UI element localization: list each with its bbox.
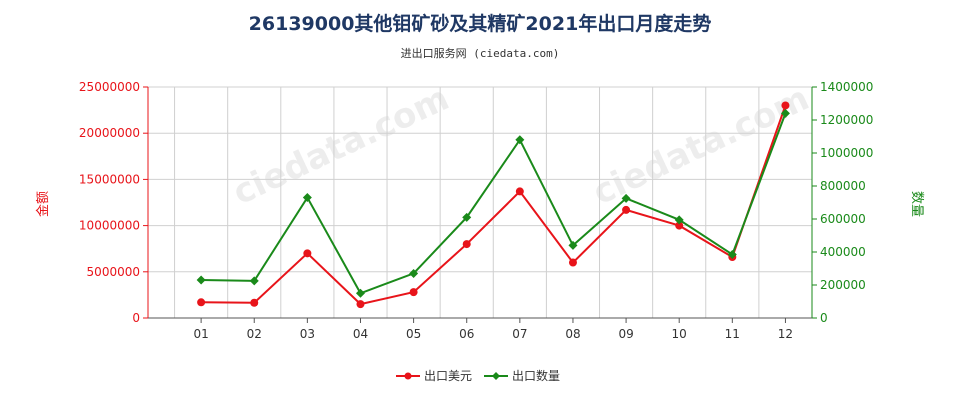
x-tick-label: 06 [459,327,474,341]
data-point [302,193,312,203]
data-point [355,288,365,298]
legend-item-usd[interactable]: 出口美元 [396,369,472,383]
chart-title: 26139000其他钼矿砂及其精矿2021年出口月度走势 [249,12,712,35]
y-right-tick-label: 600000 [820,212,866,226]
series-usd [197,101,790,309]
data-point [622,205,631,214]
data-point [515,135,525,145]
data-point [409,288,418,297]
data-point [356,300,365,309]
x-tick-label: 03 [300,327,315,341]
x-tick-label: 10 [672,327,687,341]
y-axis-left-label: 金额 [35,191,51,217]
x-tick-label: 11 [725,327,740,341]
series-line [201,105,787,306]
y-left-tick-label: 25000000 [79,80,140,94]
data-point [249,276,259,286]
data-point [621,193,631,203]
y-right-tick-label: 800000 [820,179,866,193]
y-left-tick-label: 5000000 [87,265,140,279]
watermark-text: ciedata.com [227,78,455,213]
axes [147,87,813,319]
y-left-tick-label: 15000000 [79,172,140,186]
data-point [196,275,206,285]
x-tick-label: 01 [193,327,208,341]
y-right-tick-label: 1000000 [820,146,873,160]
legend: 出口美元 出口数量 [396,368,560,383]
data-point [674,215,684,225]
legend-label-qty: 出口数量 [512,368,560,383]
x-tick-label: 07 [512,327,527,341]
y-axis-right-label: 数量 [909,191,924,217]
watermark-text: ciedata.com [587,78,815,213]
y-right-tick-label: 0 [820,311,828,325]
data-point [515,187,524,196]
data-point [780,108,790,118]
y-left-tick-label: 20000000 [79,126,140,140]
data-point [568,258,577,267]
y-right-tick-label: 1200000 [820,113,873,127]
data-point [462,212,472,222]
grid [148,86,813,319]
left-axis-ticks: 0 5000000 10000000 15000000 20000000 25000000 [79,80,148,325]
x-tick-label: 09 [618,327,633,341]
y-right-tick-label: 200000 [820,278,866,292]
data-point [568,240,578,250]
series-line [201,113,787,295]
x-tick-label: 02 [247,327,262,341]
y-right-tick-label: 1400000 [820,80,873,94]
y-right-tick-label: 400000 [820,245,866,259]
x-tick-label: 08 [565,327,580,341]
x-tick-label: 04 [353,327,368,341]
right-axis-ticks: 0 200000 400000 600000 800000 1000000 1200000 1… [812,80,873,325]
data-point [197,298,206,307]
legend-label-usd: 出口美元 [424,369,472,383]
data-point [727,249,737,259]
chart-subtitle: 进出口服务网 (ciedata.com) [401,46,560,60]
series-lines [196,101,790,309]
x-tick-label: 05 [406,327,421,341]
data-point [462,240,471,249]
series-qty [196,108,790,298]
y-left-tick-label: 0 [132,311,140,325]
y-left-tick-label: 10000000 [79,219,140,233]
data-point [675,221,684,230]
legend-marker-usd [404,372,412,380]
data-point [250,298,259,307]
x-tick-label: 12 [778,327,793,341]
data-point [781,101,790,110]
data-point [409,268,419,278]
x-axis-ticks: 01 02 03 04 05 06 07 08 09 10 11 12 [193,318,793,341]
legend-marker-qty [492,372,500,380]
legend-item-qty[interactable]: 出口数量 [484,368,560,383]
data-point [303,249,312,258]
